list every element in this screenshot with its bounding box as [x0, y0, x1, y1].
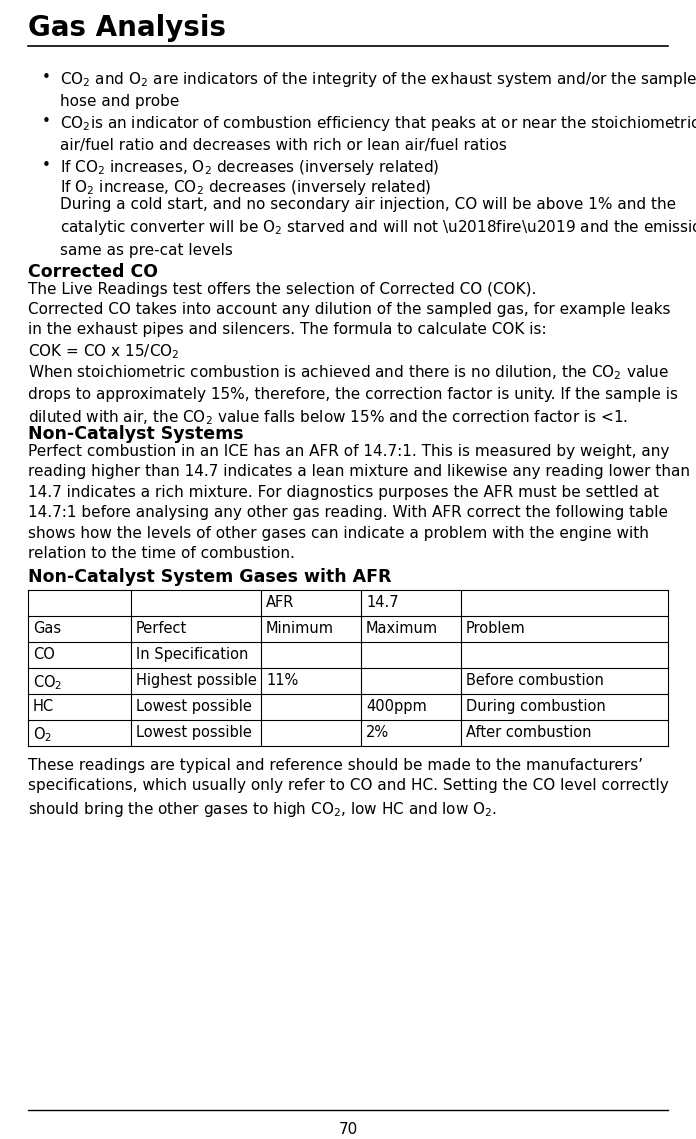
Text: Problem: Problem [466, 621, 525, 636]
Text: Lowest possible: Lowest possible [136, 726, 252, 740]
Text: If O$_2$ increase, CO$_2$ decreases (inversely related): If O$_2$ increase, CO$_2$ decreases (inv… [60, 178, 432, 197]
Text: •: • [42, 69, 51, 85]
Text: If CO$_2$ increases, O$_2$ decreases (inversely related): If CO$_2$ increases, O$_2$ decreases (in… [60, 158, 439, 177]
Text: Perfect combustion in an ICE has an AFR of 14.7:1. This is measured by weight, a: Perfect combustion in an ICE has an AFR … [28, 444, 690, 562]
Text: •: • [42, 114, 51, 129]
Text: During a cold start, and no secondary air injection, CO will be above 1% and the: During a cold start, and no secondary ai… [60, 197, 696, 257]
Text: These readings are typical and reference should be made to the manufacturers’
sp: These readings are typical and reference… [28, 757, 669, 819]
Text: 11%: 11% [266, 673, 299, 688]
Text: CO: CO [33, 647, 55, 662]
Text: When stoichiometric combustion is achieved and there is no dilution, the CO$_2$ : When stoichiometric combustion is achiev… [28, 363, 678, 427]
Text: After combustion: After combustion [466, 726, 592, 740]
Text: COK = CO x 15/CO$_2$: COK = CO x 15/CO$_2$ [28, 342, 180, 361]
Text: HC: HC [33, 699, 54, 714]
Text: CO$_2$: CO$_2$ [33, 673, 62, 691]
Text: Before combustion: Before combustion [466, 673, 604, 688]
Text: Corrected CO: Corrected CO [28, 263, 158, 281]
Text: Highest possible: Highest possible [136, 673, 257, 688]
Text: During combustion: During combustion [466, 699, 606, 714]
Text: Gas: Gas [33, 621, 61, 636]
Text: CO$_2$ and O$_2$ are indicators of the integrity of the exhaust system and/or th: CO$_2$ and O$_2$ are indicators of the i… [60, 69, 696, 109]
Text: Non-Catalyst Systems: Non-Catalyst Systems [28, 425, 244, 443]
Text: Non-Catalyst System Gases with AFR: Non-Catalyst System Gases with AFR [28, 568, 391, 585]
Text: 400ppm: 400ppm [366, 699, 427, 714]
Text: Maximum: Maximum [366, 621, 438, 636]
Text: Lowest possible: Lowest possible [136, 699, 252, 714]
Text: Gas Analysis: Gas Analysis [28, 14, 226, 42]
Text: 2%: 2% [366, 726, 389, 740]
Text: AFR: AFR [266, 595, 294, 611]
Text: Corrected CO takes into account any dilution of the sampled gas, for example lea: Corrected CO takes into account any dilu… [28, 302, 670, 337]
Text: The Live Readings test offers the selection of Corrected CO (COK).: The Live Readings test offers the select… [28, 282, 537, 297]
Text: In Specification: In Specification [136, 647, 248, 662]
Text: Minimum: Minimum [266, 621, 334, 636]
Text: •: • [42, 158, 51, 173]
Text: CO$_2$is an indicator of combustion efficiency that peaks at or near the stoichi: CO$_2$is an indicator of combustion effi… [60, 114, 696, 154]
Text: 14.7: 14.7 [366, 595, 399, 611]
Text: Perfect: Perfect [136, 621, 187, 636]
Text: 70: 70 [338, 1122, 358, 1137]
Text: O$_2$: O$_2$ [33, 726, 52, 744]
